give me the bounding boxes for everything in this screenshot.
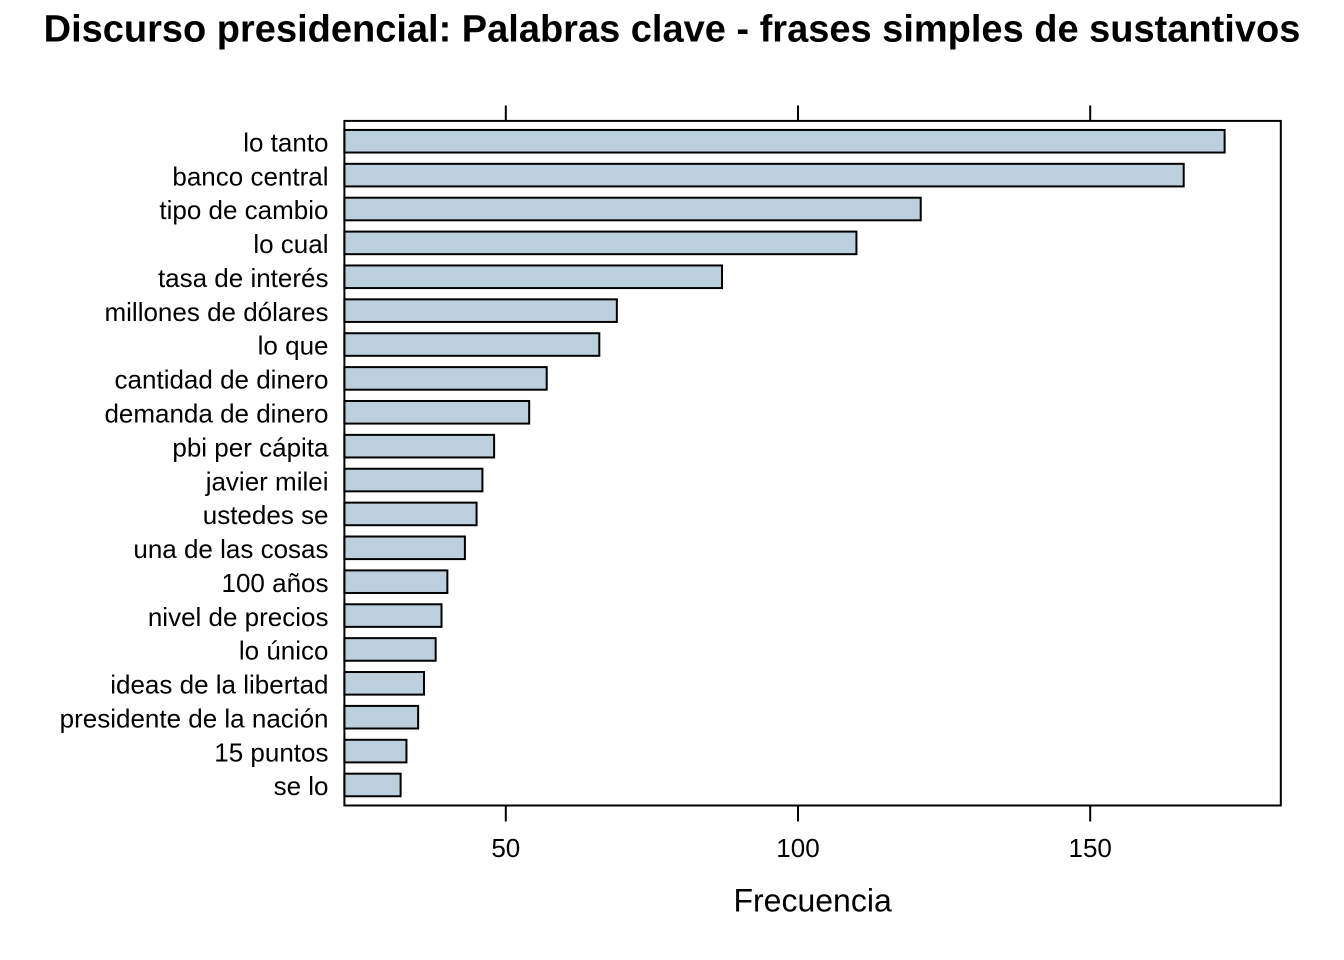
svg-text:cantidad de dinero: cantidad de dinero bbox=[115, 365, 329, 395]
svg-text:50: 50 bbox=[491, 833, 520, 863]
svg-text:se lo: se lo bbox=[274, 771, 329, 801]
svg-text:banco central: banco central bbox=[172, 161, 328, 191]
svg-text:lo que: lo que bbox=[258, 331, 329, 361]
svg-text:150: 150 bbox=[1069, 833, 1112, 863]
svg-text:tipo de cambio: tipo de cambio bbox=[159, 195, 328, 225]
svg-text:100 años: 100 años bbox=[222, 568, 329, 598]
svg-text:Frecuencia: Frecuencia bbox=[733, 883, 892, 919]
svg-text:15 puntos: 15 puntos bbox=[214, 737, 328, 767]
svg-text:ustedes se: ustedes se bbox=[203, 500, 329, 530]
svg-text:lo cual: lo cual bbox=[253, 229, 328, 259]
svg-text:lo tanto: lo tanto bbox=[243, 127, 328, 157]
svg-text:pbi per cápita: pbi per cápita bbox=[172, 432, 329, 462]
svg-text:lo único: lo único bbox=[239, 636, 329, 666]
svg-text:una de las cosas: una de las cosas bbox=[133, 534, 328, 564]
svg-text:demanda de dinero: demanda de dinero bbox=[104, 398, 328, 428]
svg-text:millones de dólares: millones de dólares bbox=[104, 297, 328, 327]
svg-text:100: 100 bbox=[776, 833, 819, 863]
svg-text:javier milei: javier milei bbox=[205, 466, 329, 496]
svg-text:nivel de precios: nivel de precios bbox=[148, 602, 329, 632]
svg-text:presidente de la nación: presidente de la nación bbox=[60, 703, 329, 733]
svg-text:Discurso presidencial: Palabra: Discurso presidencial: Palabras clave - … bbox=[44, 9, 1301, 51]
svg-text:tasa de interés: tasa de interés bbox=[158, 263, 329, 293]
svg-text:ideas de la libertad: ideas de la libertad bbox=[110, 670, 328, 700]
